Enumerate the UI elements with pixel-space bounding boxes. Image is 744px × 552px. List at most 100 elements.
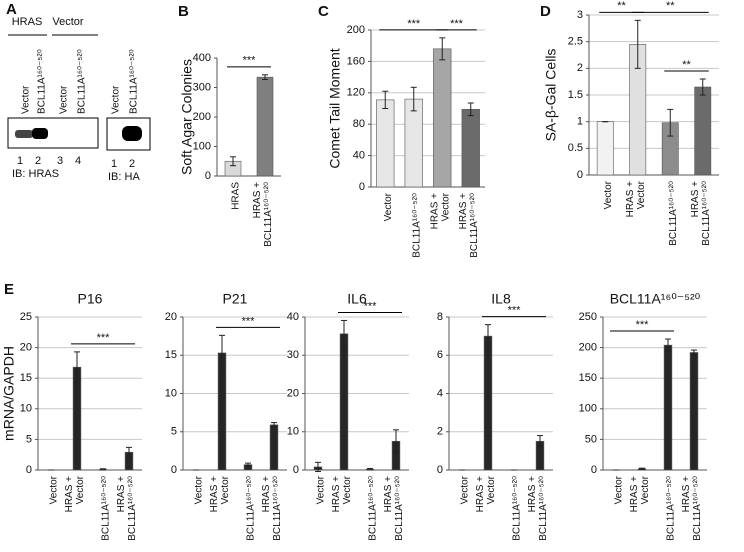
lane-label: Vector xyxy=(111,85,122,114)
x-tick-label: BCL11A¹⁶⁰⁻⁵²⁰ xyxy=(246,476,257,541)
band xyxy=(32,128,48,139)
y-tick-label: 6 xyxy=(437,349,443,361)
significance-label: ** xyxy=(617,0,626,12)
y-tick-label: 0 xyxy=(293,464,299,476)
x-tick-label: BCL11A¹⁶⁰⁻⁵²⁰ xyxy=(101,476,112,541)
y-tick-label: 400 xyxy=(193,52,211,64)
significance-label: ** xyxy=(666,0,675,12)
x-tick-label: Vector xyxy=(614,475,625,504)
y-tick-label: 40 xyxy=(287,311,299,323)
y-tick-label: 160 xyxy=(347,55,365,67)
lane-number: 2 xyxy=(35,155,41,167)
chart-title: BCL11A¹⁶⁰⁻⁵²⁰ xyxy=(610,291,701,307)
group-label: Vector xyxy=(52,16,84,28)
y-tick-label: 30 xyxy=(287,349,299,361)
lane-label: Vector xyxy=(59,85,70,114)
x-tick-label: BCL11A¹⁶⁰⁻⁵²⁰ xyxy=(411,193,422,258)
significance-label: *** xyxy=(242,315,256,327)
y-tick-label: 40 xyxy=(353,150,365,162)
y-tick-label: 5 xyxy=(171,426,177,438)
y-tick-label: 100 xyxy=(579,403,597,415)
x-tick-label: Vector xyxy=(460,475,471,504)
x-tick-label: HRAS +BCL11A¹⁶⁰⁻⁵²⁰ xyxy=(527,476,549,541)
panel-letter: A xyxy=(6,1,17,18)
significance-label: ** xyxy=(682,59,691,71)
y-tick-label: 10 xyxy=(165,387,177,399)
significance-label: *** xyxy=(636,319,650,331)
lane-number: 2 xyxy=(129,158,135,170)
significance-label: *** xyxy=(243,55,257,67)
bar xyxy=(689,352,699,471)
band xyxy=(15,130,33,138)
bar xyxy=(256,76,274,177)
y-tick-label: 250 xyxy=(579,311,597,323)
y-tick-label: 100 xyxy=(193,140,211,152)
x-tick-label: HRAS +Vector xyxy=(475,475,497,512)
y-tick-label: 0 xyxy=(26,464,32,476)
y-tick-label: 50 xyxy=(585,433,597,445)
lane-label: BCL11A¹⁶⁰⁻⁵²⁰ xyxy=(37,49,48,114)
x-tick-label: HRAS +Vector xyxy=(624,180,646,217)
antibody: IB: HA xyxy=(108,171,140,183)
y-tick-label: 1.5 xyxy=(568,89,583,101)
x-tick-label: HRAS +BCL11A¹⁶⁰⁻⁵²⁰ xyxy=(252,182,274,247)
y-tick-label: 2 xyxy=(577,62,583,74)
y-tick-label: 0.5 xyxy=(568,142,583,154)
y-tick-label: 15 xyxy=(20,372,32,384)
bar xyxy=(663,344,673,471)
y-tick-label: 0 xyxy=(205,170,211,182)
y-tick-label: 15 xyxy=(165,349,177,361)
y-axis-label: mRNA/GAPDH xyxy=(1,346,17,441)
x-tick-label: BCL11A¹⁶⁰⁻⁵²⁰ xyxy=(368,476,379,541)
blot xyxy=(7,117,99,149)
bar xyxy=(269,424,279,471)
y-tick-label: 0 xyxy=(437,464,443,476)
y-tick-label: 20 xyxy=(287,387,299,399)
bar xyxy=(433,48,452,188)
lane-label: Vector xyxy=(21,85,32,114)
y-axis-label: Soft Agar Colonies xyxy=(179,59,195,175)
y-tick-label: 10 xyxy=(287,426,299,438)
chart-title: P21 xyxy=(223,291,248,307)
x-tick-label: HRAS +Vector xyxy=(629,475,651,512)
bar xyxy=(694,86,712,176)
significance-label: *** xyxy=(508,305,522,317)
panel-letter: E xyxy=(4,281,14,298)
lane-number: 4 xyxy=(75,155,81,167)
x-tick-label: Vector xyxy=(194,475,205,504)
y-tick-label: 200 xyxy=(193,111,211,123)
y-tick-label: 10 xyxy=(20,403,32,415)
y-tick-label: 25 xyxy=(20,311,32,323)
y-tick-label: 0 xyxy=(359,181,365,193)
x-tick-label: HRAS +BCL11A¹⁶⁰⁻⁵²⁰ xyxy=(383,476,405,541)
x-tick-label: HRAS +BCL11A¹⁶⁰⁻⁵²⁰ xyxy=(689,181,711,246)
x-tick-label: Vector xyxy=(49,475,60,504)
x-tick-label: HRAS +BCL11A¹⁶⁰⁻⁵²⁰ xyxy=(116,476,138,541)
y-tick-label: 0 xyxy=(591,464,597,476)
chart-title: IL8 xyxy=(491,291,511,307)
bar xyxy=(339,333,349,471)
significance-label: *** xyxy=(407,18,421,30)
x-tick-label: BCL11A¹⁶⁰⁻⁵²⁰ xyxy=(668,181,679,246)
chart-title: P16 xyxy=(78,291,103,307)
y-tick-label: 2 xyxy=(437,426,443,438)
y-tick-label: 0 xyxy=(577,169,583,181)
y-tick-label: 0 xyxy=(171,464,177,476)
x-tick-label: Vector xyxy=(603,180,614,209)
bar xyxy=(404,98,423,188)
x-tick-label: HRAS +Vector xyxy=(64,475,86,512)
band xyxy=(122,126,142,141)
group-label: HRAS xyxy=(12,16,43,28)
y-tick-label: 8 xyxy=(437,311,443,323)
x-tick-label: HRAS +BCL11A¹⁶⁰⁻⁵²⁰ xyxy=(681,476,703,541)
x-tick-label: BCL11A¹⁶⁰⁻⁵²⁰ xyxy=(512,476,523,541)
y-tick-label: 150 xyxy=(579,372,597,384)
y-tick-label: 120 xyxy=(347,87,365,99)
bar xyxy=(483,335,493,471)
y-tick-label: 20 xyxy=(165,311,177,323)
significance-label: *** xyxy=(364,300,378,312)
x-tick-label: HRAS +Vector xyxy=(209,475,231,512)
significance-label: *** xyxy=(97,332,111,344)
y-axis-label: Comet Tail Moment xyxy=(327,48,343,168)
